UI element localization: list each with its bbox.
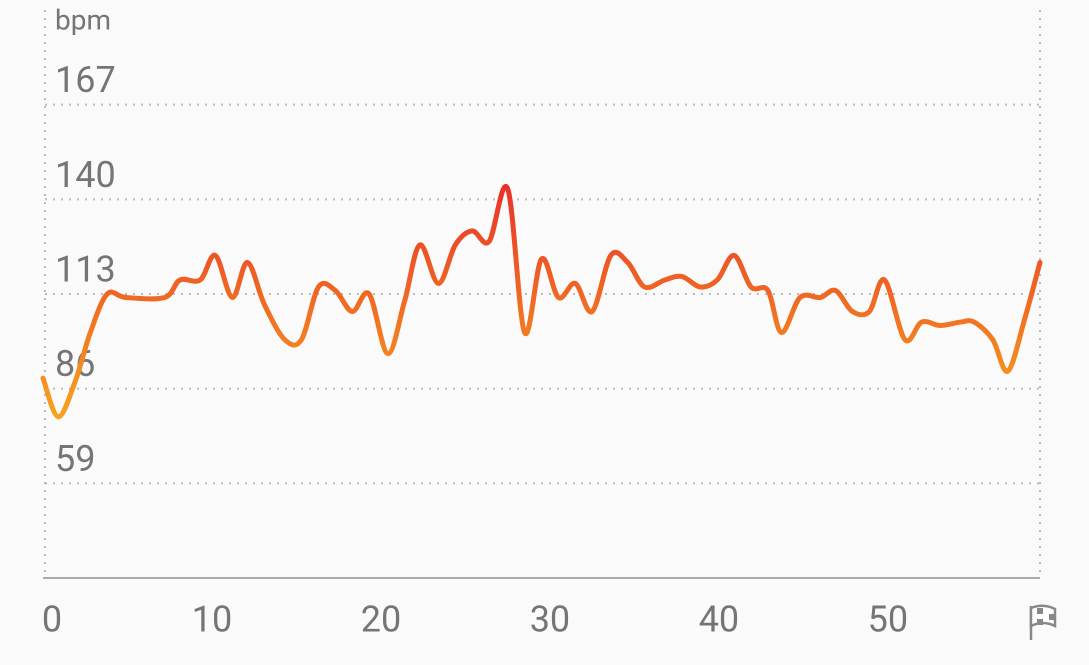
y-tick-label: 113 — [55, 249, 116, 291]
x-tick-label: 50 — [868, 599, 908, 641]
y-tick-label: 140 — [55, 154, 116, 196]
y-axis-unit: bpm — [55, 3, 111, 36]
y-tick-label: 167 — [55, 59, 116, 101]
y-tick-label: 59 — [55, 438, 95, 480]
x-tick-label: 40 — [699, 599, 739, 641]
x-tick-label: 20 — [361, 599, 401, 641]
x-tick-label: 10 — [192, 599, 232, 641]
finish-flag-icon — [1029, 604, 1057, 640]
x-tick-label: 0 — [42, 599, 62, 641]
heart-rate-line — [40, 183, 1043, 420]
x-tick-label: 30 — [530, 599, 570, 641]
